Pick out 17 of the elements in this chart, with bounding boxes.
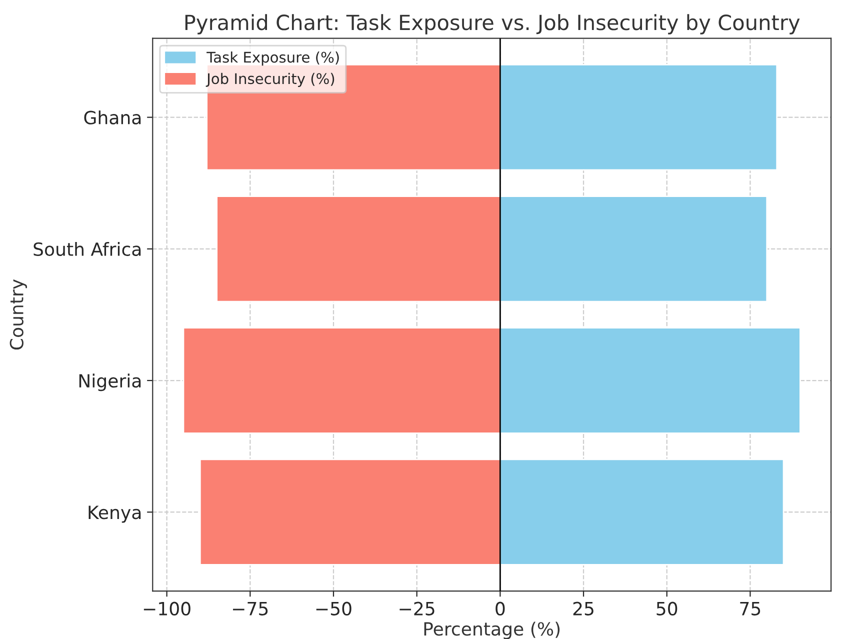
x-tick-label: 0 bbox=[496, 602, 505, 616]
x-tick-label: −50 bbox=[316, 602, 352, 616]
x-axis-title: Percentage (%) bbox=[424, 622, 560, 639]
legend-label: Task Exposure (%) bbox=[206, 51, 339, 66]
y-tick-label: Nigeria bbox=[79, 374, 141, 392]
legend-label: Job Insecurity (%) bbox=[206, 72, 334, 87]
chart-title: Pyramid Chart: Task Exposure vs. Job Insecurity by Country bbox=[185, 14, 800, 34]
x-tick-label: −100 bbox=[144, 602, 190, 616]
y-axis-title: Country bbox=[10, 279, 27, 350]
x-tick-label: 75 bbox=[740, 602, 760, 616]
y-tick-label: Ghana bbox=[84, 110, 141, 124]
x-tick-label: −75 bbox=[233, 602, 268, 616]
x-tick-label: 25 bbox=[573, 602, 594, 616]
x-tick-label: −25 bbox=[400, 602, 434, 616]
y-tick-label: Kenya bbox=[88, 506, 141, 523]
y-tick-label: South Africa bbox=[34, 242, 141, 256]
x-tick-label: 50 bbox=[656, 602, 678, 616]
